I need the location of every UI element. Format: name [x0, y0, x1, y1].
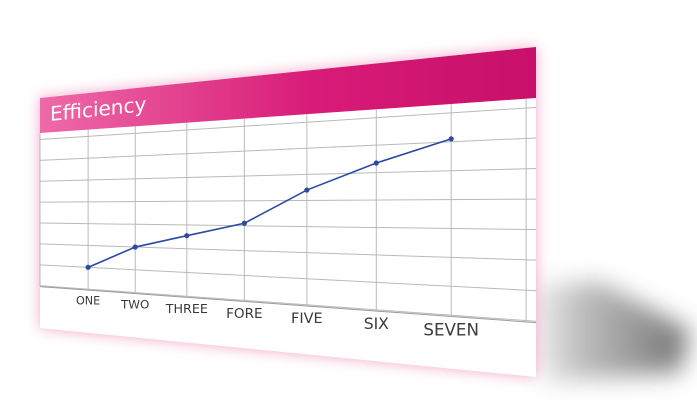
x-tick-label: TWO — [120, 298, 149, 312]
h-grid-line — [39, 137, 537, 161]
x-axis-baseline — [39, 286, 537, 324]
data-point — [85, 264, 91, 270]
x-tick-label: SIX — [364, 315, 389, 333]
data-point — [132, 244, 138, 250]
h-grid-line — [39, 264, 537, 292]
chart-header-band — [40, 47, 536, 133]
data-point — [241, 220, 247, 226]
data-point — [304, 187, 310, 193]
x-tick-label: SEVEN — [423, 320, 479, 340]
h-grid-line — [39, 106, 537, 140]
x-tick-label: THREE — [165, 301, 208, 316]
x-tick-label: ONE — [76, 295, 100, 308]
x-tick-label: FORE — [226, 306, 263, 322]
series-line-group — [85, 136, 454, 270]
h-grid-line — [39, 222, 537, 231]
floor-shadow — [520, 282, 690, 382]
chart-grid — [39, 98, 537, 324]
data-point — [184, 233, 190, 239]
h-grid-line — [39, 285, 537, 322]
h-grid-line — [39, 168, 537, 182]
data-point — [373, 160, 379, 166]
data-point — [448, 136, 454, 142]
x-tick-label: FIVE — [291, 311, 323, 327]
x-axis-tick-labels: ONE TWO THREE FORE FIVE SIX SEVEN — [76, 295, 479, 340]
h-grid-line — [39, 243, 537, 261]
